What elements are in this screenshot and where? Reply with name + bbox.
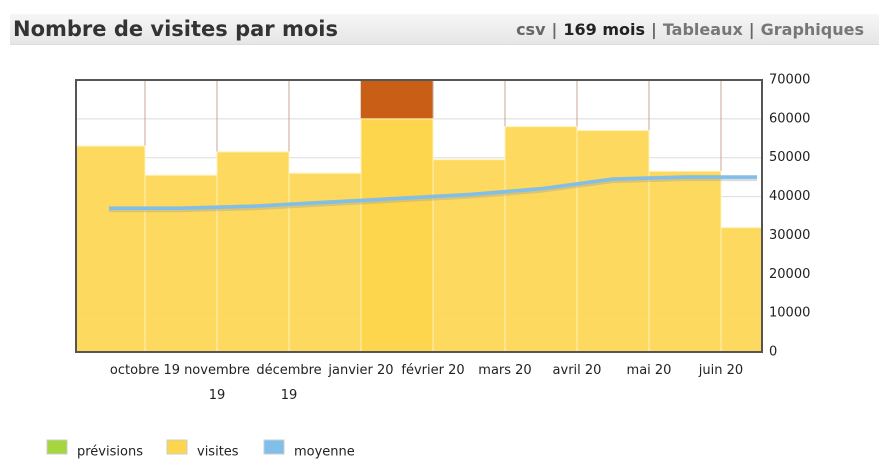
y-tick-label: 50000 — [769, 150, 810, 165]
y-tick-label: 0 — [769, 345, 777, 360]
x-tick-label: décembre 19 — [256, 363, 322, 403]
link[interactable]: Graphiques — [760, 20, 864, 39]
bar — [144, 174, 218, 352]
legend-label: moyenne — [294, 445, 355, 460]
legend-label: prévisions — [77, 445, 143, 460]
link[interactable]: 169 mois — [563, 20, 645, 39]
bar — [720, 227, 762, 352]
y-tick-label: 60000 — [769, 111, 810, 126]
separator: | — [551, 20, 558, 39]
plot-frame — [75, 79, 763, 353]
legend-label: visites — [197, 445, 239, 460]
header: Nombre de visites par mois csv | 169 mois |… — [10, 14, 879, 45]
x-tick-label: juin 20 — [698, 363, 744, 378]
x-tick-label: mars 20 — [478, 363, 532, 378]
page-title: Nombre de visites par mois — [13, 17, 338, 41]
y-tick-label: 40000 — [769, 189, 810, 204]
bar — [432, 159, 506, 352]
bar — [216, 151, 290, 352]
x-tick-label: mai 20 — [626, 363, 672, 378]
legend-swatch — [263, 439, 285, 455]
line — [109, 175, 757, 210]
y-tick-label: 20000 — [769, 267, 810, 282]
y-tick-label: 70000 — [769, 73, 810, 88]
legend-swatch — [46, 439, 68, 455]
link[interactable]: Tableaux — [662, 20, 743, 39]
x-tick-label: janvier 20 — [328, 363, 394, 378]
bar — [576, 130, 650, 352]
bar — [648, 170, 722, 352]
x-tick-label: novembre 19 — [184, 363, 250, 403]
bar — [504, 126, 578, 352]
legend-swatch — [166, 439, 188, 455]
highlight — [361, 80, 433, 119]
separator: | — [650, 20, 657, 39]
x-tick-label: avril 20 — [552, 363, 602, 378]
y-tick-label: 30000 — [769, 228, 810, 243]
y-tick-label: 10000 — [769, 306, 810, 321]
x-tick-label: octobre 19 — [109, 363, 181, 378]
x-tick-label: février 20 — [401, 363, 465, 378]
links: csv | 169 mois | Tableaux | Graphiques — [513, 20, 867, 39]
separator: | — [748, 20, 755, 39]
bar — [76, 145, 146, 352]
bar — [360, 118, 434, 352]
link[interactable]: csv — [516, 20, 546, 39]
